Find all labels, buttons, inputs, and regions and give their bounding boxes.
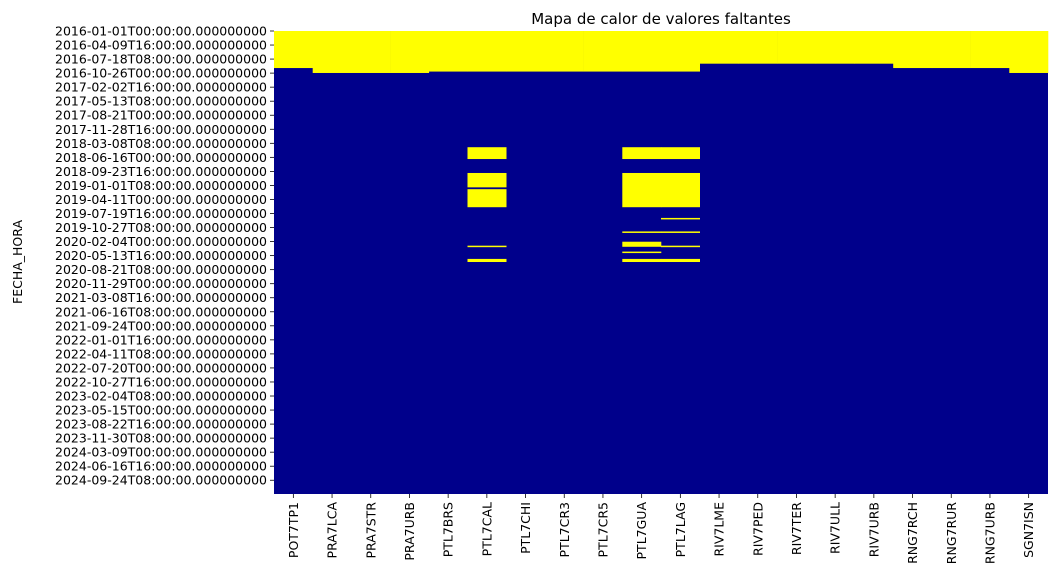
- y-tick-label: 2019-10-27T08:00:00.000000000: [55, 220, 267, 235]
- missing-cell-ptl7lag: [661, 172, 700, 208]
- missing-cell-ptl7gua: [622, 172, 662, 208]
- y-tick-label: 2021-09-24T00:00:00.000000000: [55, 318, 267, 333]
- y-tick-label: 2022-07-20T00:00:00.000000000: [55, 360, 267, 375]
- missing-cell-riv7lme: [699, 31, 739, 64]
- missing-cell-ptl7chi: [506, 31, 546, 72]
- y-tick-label: 2024-03-09T00:00:00.000000000: [55, 445, 267, 460]
- chart-title: Mapa de calor de valores faltantes: [531, 10, 791, 28]
- present-values-background: [274, 31, 1048, 494]
- y-tick-label: 2017-05-13T08:00:00.000000000: [55, 94, 267, 109]
- x-tick-label-riv7ped: RIV7PED: [750, 502, 765, 556]
- missing-cell-ptl7cal: [467, 258, 507, 263]
- x-axis-ticks: POT7TP1 PRA7LCA PRA7STR PRA7URB PTL7BRS PTL7C…: [286, 494, 1036, 564]
- missing-cell-ptl7cal: [467, 147, 507, 160]
- x-tick-label-riv7ter: RIV7TER: [789, 502, 804, 555]
- y-tick-label: 2016-04-09T16:00:00.000000000: [55, 38, 267, 53]
- x-tick-label-ptl7brs: PTL7BRS: [441, 502, 456, 557]
- x-tick-label-rng7rur: RNG7RUR: [944, 502, 959, 565]
- missing-cell-ptl7gua: [622, 147, 662, 160]
- missing-cell-riv7ull: [815, 31, 855, 64]
- missing-cell-ptl7cal: [467, 189, 507, 208]
- x-tick-label-pot7tp1: POT7TP1: [286, 502, 301, 558]
- y-tick-label: 2018-03-08T08:00:00.000000000: [55, 136, 267, 151]
- y-axis-label: FECHA_HORA: [10, 220, 25, 304]
- y-tick-label: 2022-04-11T08:00:00.000000000: [55, 346, 267, 361]
- missing-cell-ptl7cr5: [583, 31, 623, 72]
- y-tick-label: 2020-11-29T00:00:00.000000000: [55, 276, 267, 291]
- y-tick-label: 2016-07-18T08:00:00.000000000: [55, 52, 267, 67]
- y-tick-label: 2023-05-15T00:00:00.000000000: [55, 403, 267, 418]
- missing-cell-pra7urb: [390, 31, 430, 73]
- y-tick-label: 2023-02-04T08:00:00.000000000: [55, 389, 267, 404]
- missing-cell-rng7rur: [931, 31, 971, 69]
- missing-cell-pra7str: [351, 31, 391, 73]
- y-axis-ticks: 2016-01-01T00:00:00.0000000002016-04-09T…: [55, 24, 274, 488]
- missing-cell-pot7tp1: [274, 31, 313, 69]
- x-tick-label-ptl7gua: PTL7GUA: [634, 502, 649, 560]
- missing-cell-ptl7lag: [661, 147, 700, 160]
- y-tick-label: 2018-06-16T00:00:00.000000000: [55, 150, 267, 165]
- y-tick-label: 2022-01-01T16:00:00.000000000: [55, 332, 267, 347]
- missing-cell-rng7urb: [970, 31, 1010, 69]
- missing-cell-ptl7cal: [467, 31, 507, 72]
- x-tick-label-ptl7lag: PTL7LAG: [673, 502, 688, 557]
- y-tick-label: 2021-06-16T08:00:00.000000000: [55, 304, 267, 319]
- x-tick-label-pra7urb: PRA7URB: [402, 502, 417, 561]
- y-tick-label: 2024-06-16T16:00:00.000000000: [55, 459, 267, 474]
- missing-cell-sgn7isn: [1009, 31, 1049, 73]
- missing-cell-ptl7gua: [622, 231, 662, 233]
- x-tick-label-pra7lca: PRA7LCA: [325, 502, 340, 559]
- y-tick-label: 2023-11-30T08:00:00.000000000: [55, 431, 267, 446]
- x-tick-label-riv7lme: RIV7LME: [712, 502, 727, 557]
- missing-cell-ptl7cal: [467, 245, 507, 248]
- missing-cell-ptl7lag: [661, 245, 700, 248]
- x-tick-label-riv7urb: RIV7URB: [866, 502, 881, 557]
- y-tick-label: 2024-09-24T08:00:00.000000000: [55, 473, 267, 488]
- x-tick-label-rng7urb: RNG7URB: [982, 502, 997, 564]
- missing-cell-ptl7lag: [661, 217, 700, 220]
- missing-cell-ptl7gua: [622, 241, 662, 247]
- y-tick-label: 2019-07-19T16:00:00.000000000: [55, 206, 267, 221]
- x-tick-label-sgn7isn: SGN7ISN: [1021, 502, 1036, 558]
- missing-cell-pra7lca: [312, 31, 352, 73]
- missing-cell-riv7urb: [854, 31, 894, 64]
- missing-cell-ptl7gua: [622, 258, 662, 263]
- x-tick-label-ptl7chi: PTL7CHI: [518, 502, 533, 554]
- x-tick-label-ptl7cr3: PTL7CR3: [557, 502, 572, 557]
- y-tick-label: 2018-09-23T16:00:00.000000000: [55, 164, 267, 179]
- y-tick-label: 2022-10-27T16:00:00.000000000: [55, 374, 267, 389]
- y-tick-label: 2016-01-01T00:00:00.000000000: [55, 24, 267, 39]
- y-tick-label: 2020-08-21T08:00:00.000000000: [55, 262, 267, 277]
- missing-cell-riv7ter: [777, 31, 817, 64]
- x-tick-label-ptl7cal: PTL7CAL: [479, 502, 494, 556]
- x-tick-label-ptl7cr5: PTL7CR5: [595, 502, 610, 557]
- missing-cell-ptl7lag: [661, 231, 700, 233]
- missing-cell-ptl7cal: [467, 172, 507, 188]
- x-tick-label-pra7str: PRA7STR: [363, 502, 378, 559]
- y-tick-label: 2017-11-28T16:00:00.000000000: [55, 122, 267, 137]
- missing-cell-ptl7brs: [428, 31, 468, 72]
- missing-cell-rng7rch: [893, 31, 933, 69]
- x-tick-label-rng7rch: RNG7RCH: [905, 502, 920, 564]
- y-tick-label: 2019-01-01T08:00:00.000000000: [55, 178, 267, 193]
- missing-cell-ptl7cr3: [544, 31, 584, 72]
- y-tick-label: 2020-05-13T16:00:00.000000000: [55, 248, 267, 263]
- x-tick-label-riv7ull: RIV7ULL: [828, 502, 843, 554]
- y-tick-label: 2017-08-21T00:00:00.000000000: [55, 108, 267, 123]
- y-tick-label: 2017-02-02T16:00:00.000000000: [55, 80, 267, 95]
- missing-cell-ptl7gua: [622, 31, 662, 72]
- y-tick-label: 2020-02-04T00:00:00.000000000: [55, 234, 267, 249]
- y-tick-label: 2023-08-22T16:00:00.000000000: [55, 417, 267, 432]
- y-tick-label: 2021-03-08T16:00:00.000000000: [55, 290, 267, 305]
- missing-cell-ptl7lag: [661, 258, 700, 263]
- y-tick-label: 2016-10-26T00:00:00.000000000: [55, 66, 267, 81]
- y-tick-label: 2019-04-11T00:00:00.000000000: [55, 192, 267, 207]
- missing-cell-ptl7gua: [622, 251, 662, 254]
- heatmap-plot-area: [274, 31, 1049, 494]
- missing-cell-riv7ped: [738, 31, 778, 64]
- missing-cell-ptl7lag: [661, 31, 700, 72]
